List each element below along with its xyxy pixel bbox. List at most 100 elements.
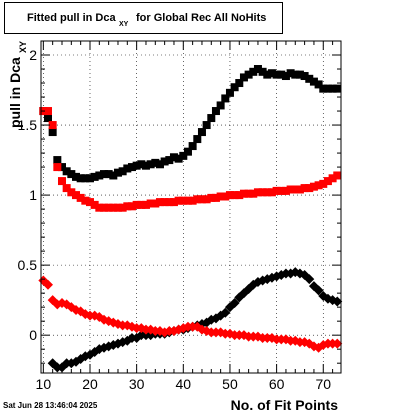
y-tick-label: 1 xyxy=(29,187,37,203)
data-point-square xyxy=(53,163,62,172)
data-point-square xyxy=(118,203,127,212)
data-point-square xyxy=(155,198,164,207)
data-point-square xyxy=(249,67,258,76)
x-tick-label: 10 xyxy=(36,376,52,392)
data-point-diamond xyxy=(42,279,53,290)
data-point-square xyxy=(244,70,253,79)
data-point-square xyxy=(323,177,332,186)
data-point-square xyxy=(183,147,192,156)
data-point-square xyxy=(81,196,90,205)
data-point-square xyxy=(43,107,52,116)
chart-title-box: Fitted pull in Dca XY for Global Rec All… xyxy=(4,2,283,34)
data-point-square xyxy=(151,199,160,208)
y-axis-title-group: pull in Dca xyxy=(7,57,23,128)
data-point-square xyxy=(216,101,225,110)
data-point-square xyxy=(207,193,216,202)
data-point-square xyxy=(230,83,239,92)
data-point-diamond xyxy=(332,296,343,307)
plot-frame xyxy=(40,40,342,374)
axis-ticks xyxy=(41,40,341,373)
x-tick-label: 50 xyxy=(222,376,238,392)
data-point-square xyxy=(118,167,127,176)
data-point-square xyxy=(48,121,57,130)
data-point-square xyxy=(239,73,248,82)
data-point-square xyxy=(151,158,160,167)
data-point-square xyxy=(207,114,216,123)
data-point-square xyxy=(309,182,318,191)
data-point-square xyxy=(109,171,118,180)
data-point-square xyxy=(211,193,220,202)
x-axis-title: No. of Fit Points xyxy=(231,397,339,413)
data-point-square xyxy=(239,189,248,198)
data-point-square xyxy=(160,157,169,166)
data-point-square xyxy=(188,196,197,205)
data-point-square xyxy=(305,74,314,83)
data-point-square xyxy=(235,79,244,88)
data-point-square xyxy=(127,202,136,211)
data-point-square xyxy=(319,84,328,93)
chart-title: Fitted pull in Dca xyxy=(27,12,116,24)
x-tick-label: 40 xyxy=(176,376,192,392)
timestamp: Sat Jun 28 13:46:04 2025 xyxy=(3,401,98,410)
data-point-square xyxy=(244,189,253,198)
y-tick-label: 1.5 xyxy=(18,117,38,133)
data-point-square xyxy=(333,171,342,180)
data-point-square xyxy=(67,170,76,179)
data-point-square xyxy=(179,196,188,205)
data-point-square xyxy=(272,70,281,79)
data-point-square xyxy=(305,184,314,193)
data-point-square xyxy=(221,94,230,103)
data-point-square xyxy=(132,161,141,170)
data-point-square xyxy=(57,177,66,186)
data-point-square xyxy=(272,186,281,195)
y-axis-title: pull in Dca xyxy=(7,57,23,128)
data-marks xyxy=(38,65,343,373)
data-point-square xyxy=(99,170,108,179)
data-point-square xyxy=(188,142,197,151)
data-point-square xyxy=(183,196,192,205)
data-point-square xyxy=(43,114,52,123)
data-point-square xyxy=(277,70,286,79)
grid xyxy=(41,41,341,373)
data-point-square xyxy=(67,188,76,197)
data-point-square xyxy=(314,80,323,89)
data-point-square xyxy=(76,174,85,183)
x-tick-label: 30 xyxy=(129,376,145,392)
data-point-square xyxy=(221,192,230,201)
data-point-square xyxy=(267,69,276,78)
x-tick-label: 20 xyxy=(82,376,98,392)
data-point-square xyxy=(197,195,206,204)
data-point-square xyxy=(146,160,155,169)
x-tick-label: 70 xyxy=(315,376,331,392)
data-point-square xyxy=(113,168,122,177)
data-point-square xyxy=(295,185,304,194)
data-point-square xyxy=(174,154,183,163)
data-point-square xyxy=(179,151,188,160)
data-point-square xyxy=(99,203,108,212)
data-point-square xyxy=(104,203,113,212)
data-point-square xyxy=(328,174,337,183)
data-point-square xyxy=(48,128,57,137)
data-point-square xyxy=(109,203,118,212)
data-point-square xyxy=(95,171,104,180)
data-point-square xyxy=(81,174,90,183)
data-point-square xyxy=(155,160,164,169)
data-point-square xyxy=(165,156,174,165)
data-point-square xyxy=(127,163,136,172)
data-point-square xyxy=(85,198,94,207)
data-point-square xyxy=(281,186,290,195)
data-point-square xyxy=(267,188,276,197)
data-point-square xyxy=(104,170,113,179)
data-point-square xyxy=(90,172,99,181)
data-point-square xyxy=(202,121,211,130)
data-point-square xyxy=(113,203,122,212)
data-point-square xyxy=(71,191,80,200)
data-point-square xyxy=(253,188,262,197)
y-tick-label: 2 xyxy=(29,47,37,63)
data-point-square xyxy=(323,84,332,93)
data-point-square xyxy=(174,196,183,205)
data-point-square xyxy=(291,70,300,79)
data-point-square xyxy=(95,203,104,212)
data-point-square xyxy=(225,88,234,97)
data-point-square xyxy=(169,198,178,207)
